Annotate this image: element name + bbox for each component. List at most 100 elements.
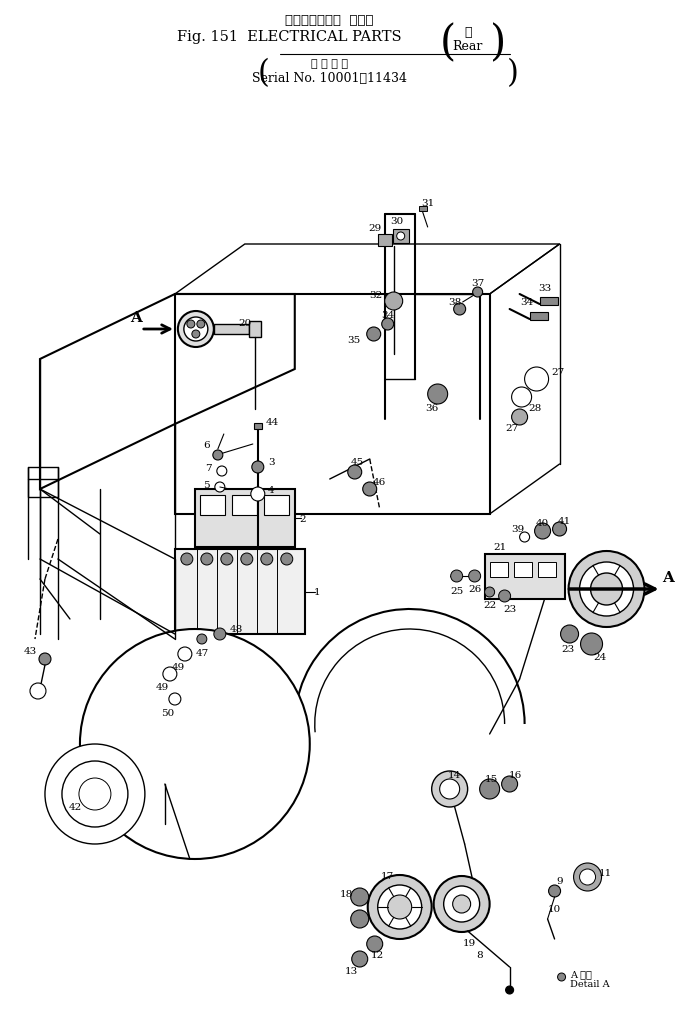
Circle shape <box>215 482 225 492</box>
Circle shape <box>192 331 200 339</box>
Circle shape <box>520 533 529 543</box>
Circle shape <box>385 293 403 310</box>
Circle shape <box>45 744 145 844</box>
Circle shape <box>428 384 448 404</box>
Circle shape <box>552 523 566 537</box>
Circle shape <box>213 451 223 461</box>
Text: 14: 14 <box>448 769 461 778</box>
Text: A: A <box>662 570 675 584</box>
Circle shape <box>378 885 422 929</box>
Circle shape <box>485 587 495 598</box>
Text: 後: 後 <box>464 26 471 39</box>
Bar <box>393 229 409 244</box>
Text: 31: 31 <box>421 198 434 207</box>
Circle shape <box>30 683 46 700</box>
Circle shape <box>506 986 514 994</box>
Text: 36: 36 <box>425 403 438 412</box>
Text: 21: 21 <box>493 542 506 551</box>
Circle shape <box>197 634 207 644</box>
Text: 26: 26 <box>468 585 481 593</box>
Circle shape <box>366 936 383 952</box>
Text: 17: 17 <box>381 871 394 881</box>
Text: 37: 37 <box>471 278 484 287</box>
Text: 22: 22 <box>483 600 496 609</box>
Circle shape <box>214 629 226 640</box>
Text: 35: 35 <box>347 336 361 344</box>
Circle shape <box>454 303 466 315</box>
Bar <box>175 549 305 634</box>
Text: Rear: Rear <box>452 40 483 53</box>
Text: 34: 34 <box>520 297 533 306</box>
Circle shape <box>351 910 368 928</box>
Text: 11: 11 <box>599 868 612 878</box>
Text: 32: 32 <box>370 290 383 299</box>
Bar <box>175 295 489 515</box>
Circle shape <box>579 869 596 885</box>
Circle shape <box>512 409 527 426</box>
Text: 23: 23 <box>561 645 574 654</box>
Circle shape <box>573 863 602 891</box>
Text: 7: 7 <box>206 463 212 472</box>
Text: 20: 20 <box>238 318 251 328</box>
Bar <box>529 312 548 320</box>
Circle shape <box>480 779 500 800</box>
Text: 3: 3 <box>268 457 274 466</box>
Circle shape <box>251 487 265 501</box>
Circle shape <box>39 653 51 665</box>
Bar <box>489 562 508 577</box>
Text: 50: 50 <box>162 708 174 717</box>
Circle shape <box>560 626 579 643</box>
Bar <box>214 325 249 335</box>
Text: 19: 19 <box>463 938 477 947</box>
Circle shape <box>549 885 560 897</box>
Text: 8: 8 <box>477 950 483 959</box>
Text: ): ) <box>506 58 518 89</box>
Circle shape <box>512 387 531 407</box>
Text: 4: 4 <box>268 485 274 494</box>
Text: 2: 2 <box>299 514 306 523</box>
Text: 45: 45 <box>351 457 364 466</box>
Circle shape <box>281 553 293 565</box>
Text: Fig. 151  ELECTRICAL PARTS: Fig. 151 ELECTRICAL PARTS <box>178 30 402 43</box>
Bar <box>200 495 225 516</box>
Text: 23: 23 <box>503 605 516 614</box>
Circle shape <box>169 694 181 706</box>
Circle shape <box>388 895 412 919</box>
Text: 27: 27 <box>552 367 565 376</box>
Circle shape <box>591 573 623 606</box>
Circle shape <box>351 888 368 906</box>
Bar <box>485 554 564 600</box>
Text: 25: 25 <box>450 587 463 595</box>
Circle shape <box>499 590 510 603</box>
Circle shape <box>363 482 377 496</box>
Circle shape <box>221 553 233 565</box>
Text: 適 用 号 機: 適 用 号 機 <box>311 59 348 69</box>
Text: 48: 48 <box>230 625 243 634</box>
Circle shape <box>261 553 273 565</box>
Circle shape <box>366 328 381 342</box>
Circle shape <box>217 466 227 476</box>
Bar <box>539 297 558 305</box>
Circle shape <box>432 771 468 807</box>
Circle shape <box>347 465 362 479</box>
Bar <box>264 495 289 516</box>
Text: 28: 28 <box>528 403 541 412</box>
Text: 9: 9 <box>556 877 563 886</box>
Text: 34: 34 <box>381 310 394 319</box>
Circle shape <box>502 776 518 793</box>
Text: 29: 29 <box>368 223 381 233</box>
Text: (: ( <box>439 22 456 64</box>
Text: 10: 10 <box>548 905 561 914</box>
Circle shape <box>251 462 264 473</box>
Text: 24: 24 <box>593 653 606 662</box>
Circle shape <box>434 877 489 932</box>
Bar <box>537 562 556 577</box>
Bar <box>254 424 262 430</box>
Circle shape <box>569 551 644 628</box>
Text: 42: 42 <box>68 803 82 812</box>
Bar <box>195 489 295 548</box>
Text: 39: 39 <box>511 524 524 533</box>
Text: A 詳細: A 詳細 <box>570 970 592 979</box>
Circle shape <box>197 320 205 329</box>
Circle shape <box>397 233 405 241</box>
